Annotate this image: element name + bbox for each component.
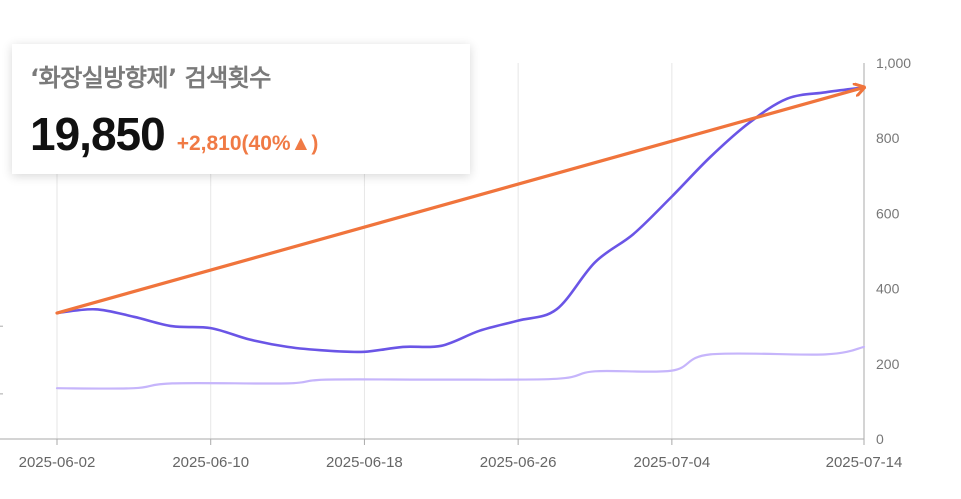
y-tick-label: 800 bbox=[876, 130, 900, 146]
y-tick-label: 600 bbox=[876, 205, 900, 221]
trend-arrow bbox=[55, 87, 864, 315]
x-tick-label: 2025-06-10 bbox=[172, 454, 249, 471]
tick-labels: 2025-06-02 2025-06-10 2025-06-18 2025-06-26… bbox=[19, 55, 912, 471]
x-tick-label: 2025-07-04 bbox=[633, 454, 710, 471]
search-count-card: ‘화장실방향제’ 검색횟수 19,850 +2,810(40%▲) bbox=[12, 44, 470, 174]
x-tick-label: 2025-06-18 bbox=[326, 454, 403, 471]
series-lines bbox=[55, 86, 866, 390]
x-tick-label: 2025-07-14 bbox=[826, 454, 903, 471]
axes bbox=[0, 63, 865, 445]
y-tick-label: 1,000 bbox=[876, 55, 911, 71]
y-tick-label: 0 bbox=[876, 431, 884, 447]
y-tick-label: 200 bbox=[876, 356, 900, 372]
y-tick-label: 400 bbox=[876, 281, 900, 297]
main-series-line bbox=[55, 86, 866, 354]
x-tick-label: 2025-06-02 bbox=[19, 454, 96, 471]
card-title: ‘화장실방향제’ 검색횟수 bbox=[30, 64, 271, 92]
card-value-row: 19,850 +2,810(40%▲) bbox=[30, 107, 452, 161]
secondary-series-line bbox=[55, 345, 866, 390]
x-tick-label: 2025-06-26 bbox=[480, 454, 557, 471]
search-count-value: 19,850 bbox=[30, 108, 166, 160]
search-count-change: +2,810(40%▲) bbox=[176, 132, 319, 155]
trend-arrow-group bbox=[55, 87, 864, 315]
